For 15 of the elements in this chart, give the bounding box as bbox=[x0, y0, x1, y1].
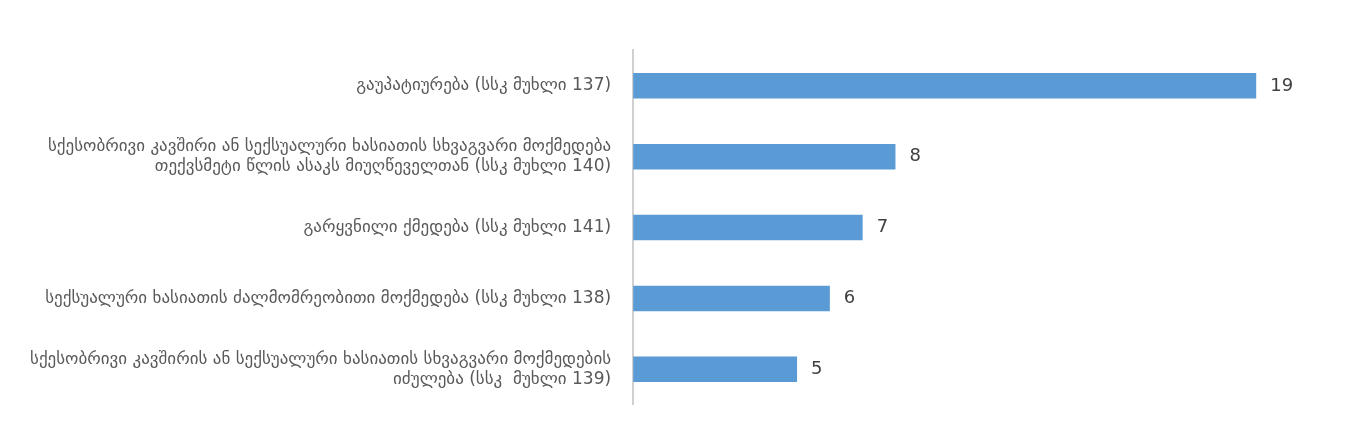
bar bbox=[633, 73, 1257, 99]
y-tick-label: სექსუალური ხასიათის ძალმომრეობითი მოქმედება (სსკ მუხლი 138) bbox=[45, 286, 612, 307]
y-tick-label: სქესობრივი კავშირის ან სექსუალური ხასიათის სხვაგვარი მოქმედების იძულება (სსკ მუხლი 139) bbox=[30, 347, 612, 388]
bar bbox=[633, 356, 798, 383]
data-label: 8 bbox=[909, 144, 921, 166]
data-label: 19 bbox=[1270, 73, 1294, 95]
y-tick-label: სქესობრივი კავშირი ან სექსუალური ხასიათის სხვაგვარი მოქმედება თექვსმეტი წლის ასაკს მიუღწეველთან (სსკ მუხლი 140) bbox=[47, 134, 612, 176]
bar bbox=[633, 214, 863, 241]
data-label: 7 bbox=[876, 215, 889, 237]
y-tick-label: გაუპატიურება (სსკ მუხლი 137) bbox=[356, 74, 612, 95]
bar bbox=[633, 285, 830, 312]
y-tick-label: გარყვნილი ქმედება (სსკ მუხლი 141) bbox=[303, 216, 612, 237]
data-label: 6 bbox=[843, 286, 856, 308]
data-label: 5 bbox=[811, 357, 823, 379]
bar bbox=[633, 143, 896, 170]
